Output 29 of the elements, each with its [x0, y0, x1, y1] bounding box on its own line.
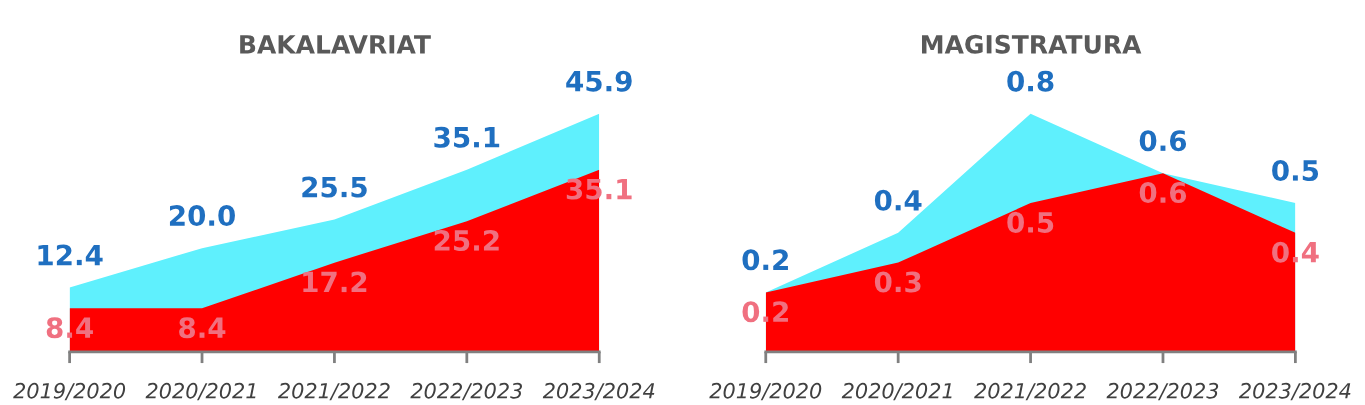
x-tick-label: 2023/2024	[1238, 382, 1351, 401]
data-label: 0.2	[742, 249, 788, 271]
data-label: 20.0	[169, 205, 235, 227]
data-label: 17.2	[303, 271, 367, 293]
data-label: 0.6	[1139, 182, 1187, 204]
data-label: 35.1	[566, 178, 632, 200]
x-tick-label: 2022/2023	[410, 382, 523, 401]
x-tick-label: 2019/2020	[709, 382, 822, 401]
x-tick-label: 2020/2021	[841, 382, 952, 401]
data-label: 0.5	[1007, 211, 1054, 233]
x-tick-label: 2021/2022	[974, 382, 1086, 401]
data-label: 0.3	[874, 271, 921, 293]
x-tick-label: 2022/2023	[1106, 382, 1219, 401]
data-label: 8.4	[179, 317, 226, 339]
data-label: 0.8	[1007, 70, 1054, 92]
data-label: 0.4	[874, 189, 922, 211]
data-label: 25.2	[434, 229, 499, 251]
x-tick-label: 2023/2024	[542, 382, 655, 401]
data-label: 12.4	[38, 244, 103, 266]
chart-title: BAKALAVRIAT	[240, 35, 431, 54]
chart-title: MAGISTRATURA	[922, 34, 1142, 54]
x-tick-label: 2019/2020	[13, 382, 126, 401]
data-label: 0.5	[1272, 159, 1319, 181]
data-label: 25.5	[302, 176, 367, 198]
x-tick-label: 2020/2021	[145, 382, 256, 401]
x-tick-label: 2021/2022	[277, 382, 390, 401]
data-label: 45.9	[566, 70, 632, 92]
data-label: 35.1	[434, 126, 500, 148]
data-label: 0.6	[1139, 130, 1187, 152]
